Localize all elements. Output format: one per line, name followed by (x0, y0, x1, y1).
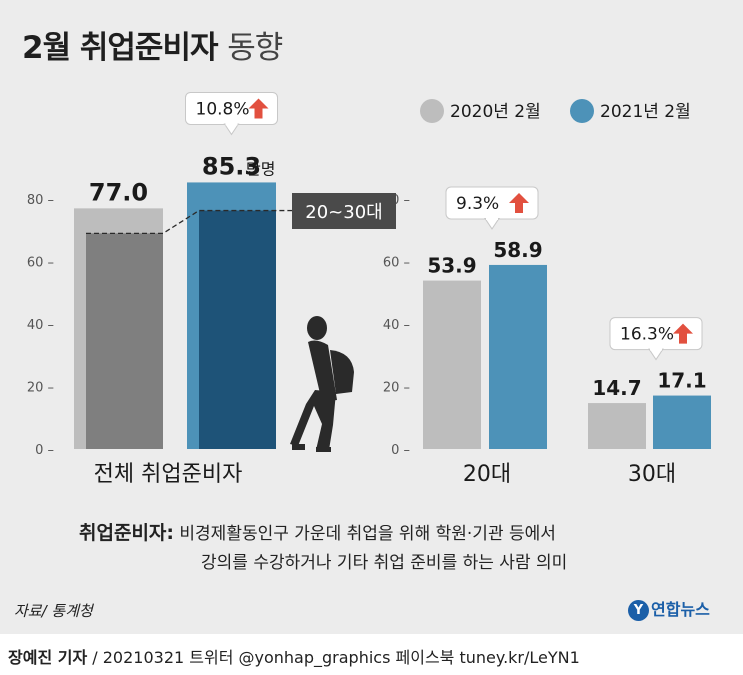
value-label-2-2020: 14.7 (592, 376, 641, 400)
y-tick-label-left-0: 0 – (35, 443, 54, 458)
callout-pointer-1 (484, 217, 500, 230)
chart-title: 2월 취업준비자 동향 (22, 22, 283, 67)
y-tick-label-left-20: 20 – (27, 381, 54, 396)
title-main: 2월 취업준비자 (22, 30, 218, 66)
value-label-1-2021: 58.9 (493, 238, 542, 262)
up-arrow-icon (509, 192, 529, 213)
y-tick-label-left-40: 40 – (27, 318, 54, 333)
bars (74, 182, 711, 449)
category-label-0: 전체 취업준비자 (94, 462, 243, 487)
callout-pointer-0 (223, 123, 240, 136)
inner-connector-line (86, 209, 288, 235)
change-label-2: 16.3% (620, 325, 674, 345)
person-silhouette-icon (290, 316, 354, 452)
legend-swatch-2021 (570, 99, 594, 123)
unit-label: 만명 (246, 159, 275, 178)
category-label-2: 30대 (628, 462, 676, 487)
change-label-1: 9.3% (456, 194, 499, 214)
value-label-0-2021: 85.3 (202, 152, 261, 180)
reporter-name: 장예진 기자 (8, 648, 88, 667)
value-label-0-2020: 77.0 (89, 178, 148, 206)
logo-mark-icon: Y (628, 600, 649, 621)
title-sub: 동향 (227, 30, 283, 66)
legend-label-2021: 2021년 2월 (600, 102, 691, 122)
change-label-0: 10.8% (196, 99, 250, 119)
bar-2-2020 (588, 403, 646, 449)
category-label-1: 20대 (463, 462, 511, 487)
bar-2-2021 (653, 395, 711, 449)
legend: 2020년 2월 2021년 2월 (420, 99, 691, 123)
legend-label-2020: 2020년 2월 (450, 102, 541, 122)
chart-panel: 2월 취업준비자 동향 0 – 20 – 40 – 60 – 80 – 0 – 20 – 40… (0, 0, 743, 634)
note-term: 취업준비자: (79, 522, 174, 544)
bar-1-2021 (489, 264, 547, 449)
y-tick-label-left-80: 80 – (27, 193, 54, 208)
definition-note: 취업준비자: 비경제활동인구 가운데 취업을 위해 학원·기관 등에서 강의를 … (79, 519, 567, 578)
y-tick-label-right-0: 0 – (391, 443, 410, 458)
up-arrow-icon (248, 98, 269, 119)
inner-bar-2020 (86, 233, 163, 449)
source-label: 자료/ 통계청 (14, 602, 93, 620)
y-tick-label-left-60: 60 – (27, 256, 54, 271)
y-tick-label-right-60: 60 – (383, 256, 410, 271)
credit-details: / 20210321 트위터 @yonhap_graphics 페이스북 tun… (92, 648, 580, 667)
value-label-1-2020: 53.9 (427, 254, 476, 278)
labels: 77.0 85.3 전체 취업준비자 10.8% 53.9 58.9 20대 9.3% 14.7… (89, 91, 707, 487)
y-tick-label-right-20: 20 – (383, 381, 410, 396)
value-label-2-2021: 17.1 (657, 369, 706, 393)
bar-chart: 0 –20 –40 –60 –80 –0 –20 –40 –60 –80 – 7… (27, 91, 711, 487)
y-axes: 0 –20 –40 –60 –80 –0 –20 –40 –60 –80 – (27, 193, 410, 458)
inner-label: 20~30대 (305, 202, 382, 223)
credit-footer: 장예진 기자 / 20210321 트위터 @yonhap_graphics 페… (8, 644, 580, 668)
inner-label-box (292, 193, 396, 229)
up-arrow-icon (673, 323, 693, 344)
note-line-2: 강의를 수강하거나 기타 취업 준비를 하는 사람 의미 (201, 553, 568, 573)
logo-text: 연합뉴스 (651, 600, 710, 619)
bar-1-2020 (423, 280, 481, 449)
legend-swatch-2020 (420, 99, 444, 123)
yonhap-logo: Y 연합뉴스 (628, 596, 710, 621)
y-tick-label-right-40: 40 – (383, 318, 410, 333)
callout-pointer-2 (648, 348, 664, 361)
note-line-1: 비경제활동인구 가운데 취업을 위해 학원·기관 등에서 (179, 524, 556, 544)
inner-bar-2021 (199, 210, 276, 449)
